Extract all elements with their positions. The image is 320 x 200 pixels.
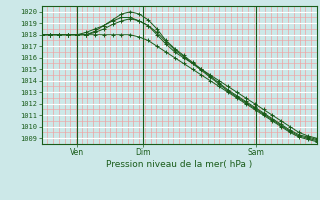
X-axis label: Pression niveau de la mer( hPa ): Pression niveau de la mer( hPa ) bbox=[106, 160, 252, 169]
